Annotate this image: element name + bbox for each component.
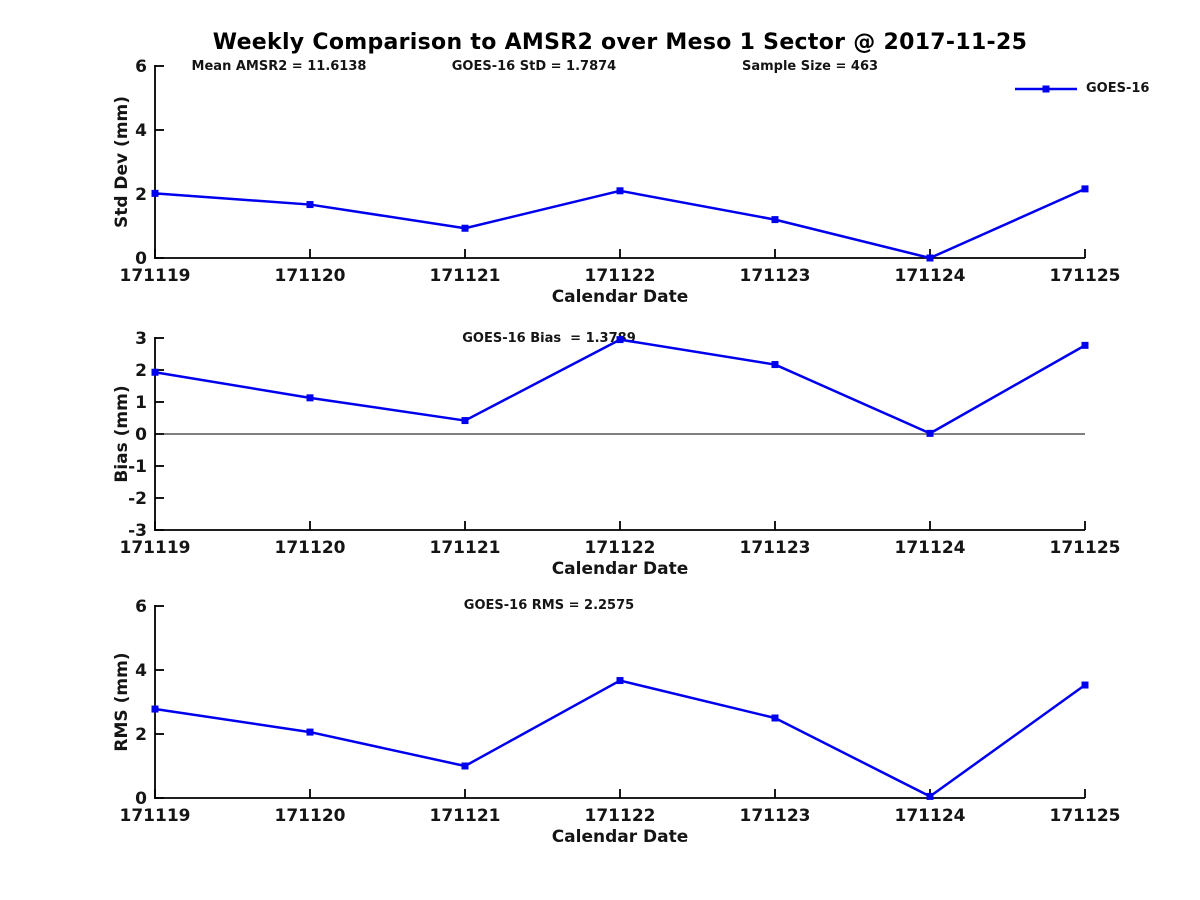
annotation-goes16-rms: GOES-16 RMS = 2.2575 — [463, 598, 635, 613]
data-point — [926, 429, 934, 437]
x-tick-label: 171122 — [585, 266, 656, 286]
x-tick-label: 171123 — [740, 266, 811, 286]
data-point — [771, 361, 779, 369]
x-tick-label: 171119 — [120, 806, 191, 826]
data-point — [461, 417, 469, 425]
legend: GOES-16 — [1013, 81, 1149, 96]
data-point — [616, 677, 624, 685]
y-tick-label: 6 — [135, 597, 147, 617]
x-tick-label: 171125 — [1050, 538, 1121, 558]
x-tick-label: 171120 — [275, 266, 346, 286]
legend-line-marker-icon — [1015, 85, 1077, 92]
x-tick-label: 171125 — [1050, 266, 1121, 286]
data-point — [306, 201, 314, 209]
x-tick-label: 171121 — [430, 806, 501, 826]
series-line — [154, 187, 1086, 260]
data-point — [461, 762, 469, 770]
x-tick-label: 171124 — [895, 538, 966, 558]
figure-title: Weekly Comparison to AMSR2 over Meso 1 S… — [212, 30, 1028, 55]
data-point — [1081, 341, 1089, 349]
x-tick-label: 171123 — [740, 538, 811, 558]
y-tick-label: -3 — [128, 521, 147, 541]
data-point — [926, 254, 934, 262]
x-tick-label: 171124 — [895, 806, 966, 826]
y-tick-label: -2 — [128, 489, 147, 509]
y-tick-label: 4 — [135, 661, 147, 681]
annotation-sample-size: Sample Size = 463 — [741, 59, 879, 74]
data-point — [461, 224, 469, 232]
x-tick-label: 171122 — [585, 538, 656, 558]
y-tick-label: 3 — [135, 329, 147, 349]
x-tick-label: 171122 — [585, 806, 656, 826]
y-tick-label: 2 — [135, 185, 147, 205]
data-point — [616, 336, 624, 344]
x-tick-label: 171120 — [275, 538, 346, 558]
data-point — [926, 792, 934, 800]
series-line — [154, 338, 1086, 435]
y-tick-label: 4 — [135, 121, 147, 141]
x-tick-label: 171121 — [430, 266, 501, 286]
data-point — [151, 705, 159, 713]
y-tick-label: 0 — [135, 789, 147, 809]
x-tick-label: 171119 — [120, 266, 191, 286]
y-tick-label: 6 — [135, 57, 147, 77]
y-tick-label: 1 — [135, 393, 147, 413]
data-point — [771, 714, 779, 722]
x-tick-label: 171121 — [430, 538, 501, 558]
x-axis-label-3: Calendar Date — [551, 827, 689, 847]
data-point — [1081, 185, 1089, 193]
y-tick-label: 0 — [135, 249, 147, 269]
legend-label: GOES-16 — [1086, 81, 1150, 96]
x-tick-label: 171123 — [740, 806, 811, 826]
data-point — [616, 187, 624, 195]
x-tick-label: 171119 — [120, 538, 191, 558]
data-point — [771, 216, 779, 224]
y-tick-label: 2 — [135, 725, 147, 745]
x-tick-label: 171120 — [275, 806, 346, 826]
y-tick-label: 0 — [135, 425, 147, 445]
data-point — [151, 189, 159, 197]
x-tick-label: 171125 — [1050, 806, 1121, 826]
x-axis-label-1: Calendar Date — [551, 287, 689, 307]
series-line — [154, 679, 1086, 798]
data-point — [306, 728, 314, 736]
data-point — [1081, 681, 1089, 689]
y-tick-label: 2 — [135, 361, 147, 381]
x-axis-label-2: Calendar Date — [551, 559, 689, 579]
annotation-mean-amsr2: Mean AMSR2 = 11.6138 — [191, 59, 367, 74]
x-tick-label: 171124 — [895, 266, 966, 286]
data-point — [151, 368, 159, 376]
data-point — [306, 394, 314, 402]
y-tick-label: -1 — [128, 457, 147, 477]
annotation-goes16-std: GOES-16 StD = 1.7874 — [451, 59, 617, 74]
